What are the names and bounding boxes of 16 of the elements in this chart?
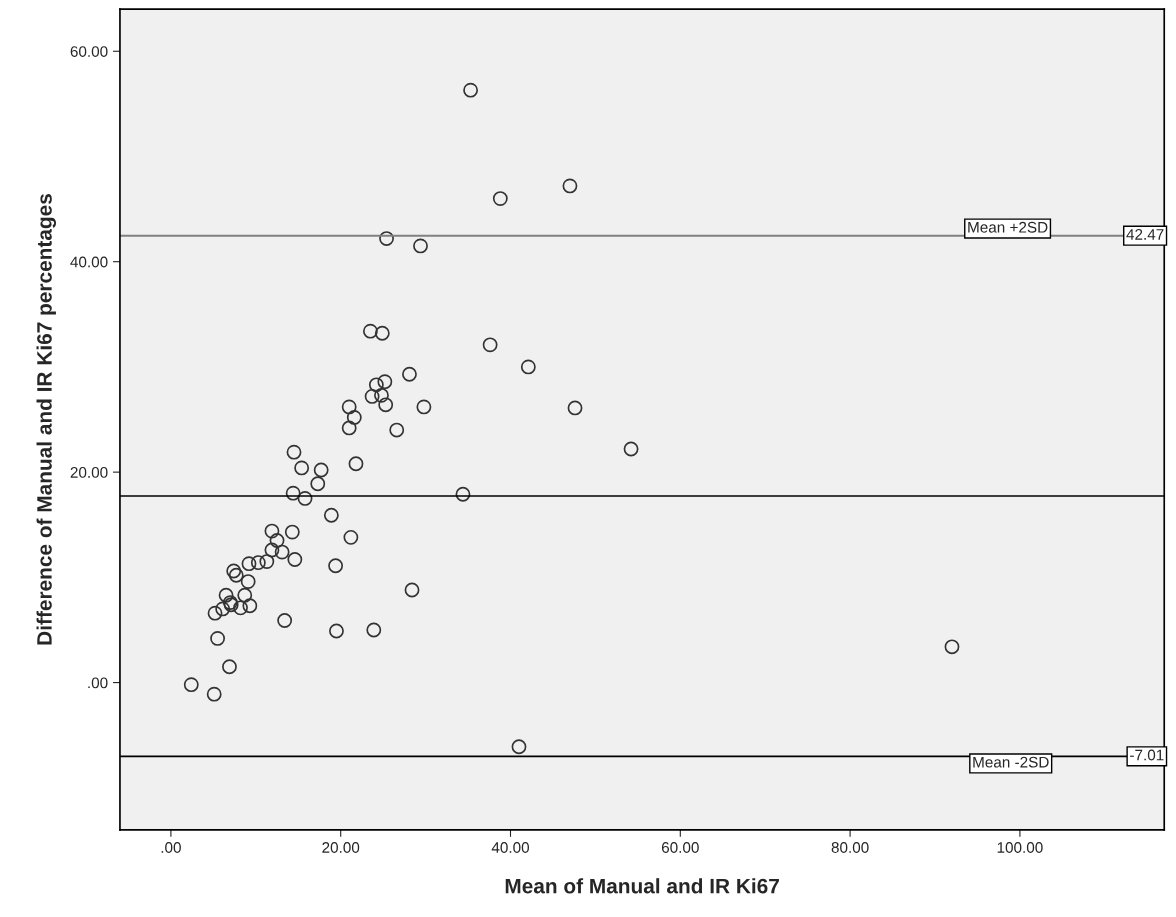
y-tick-label: 40.00 <box>70 256 108 268</box>
x-tick-label: 80.00 <box>831 842 869 853</box>
y-tick-label: 20.00 <box>70 467 108 478</box>
x-axis-title: Mean of Manual and IR Ki67 <box>505 878 779 894</box>
x-tick-label: 40.00 <box>491 842 530 853</box>
x-tick-label: 60.00 <box>661 842 699 853</box>
x-tick-label: .00 <box>161 842 181 853</box>
ref-line-label: Mean -2SD <box>973 756 1049 768</box>
x-tick-label: 20.00 <box>322 842 360 853</box>
y-tick-label: .00 <box>88 677 108 689</box>
ref-line-label: Mean +2SD <box>968 221 1048 233</box>
y-tick-label: 60.00 <box>70 46 108 57</box>
annotation: -7.01 <box>1130 749 1164 761</box>
annotation: 42.47 <box>1126 228 1164 240</box>
x-tick-label: 100.00 <box>997 842 1043 853</box>
y-axis-title: Difference of Manual and IR Ki67 percentages <box>36 194 57 645</box>
